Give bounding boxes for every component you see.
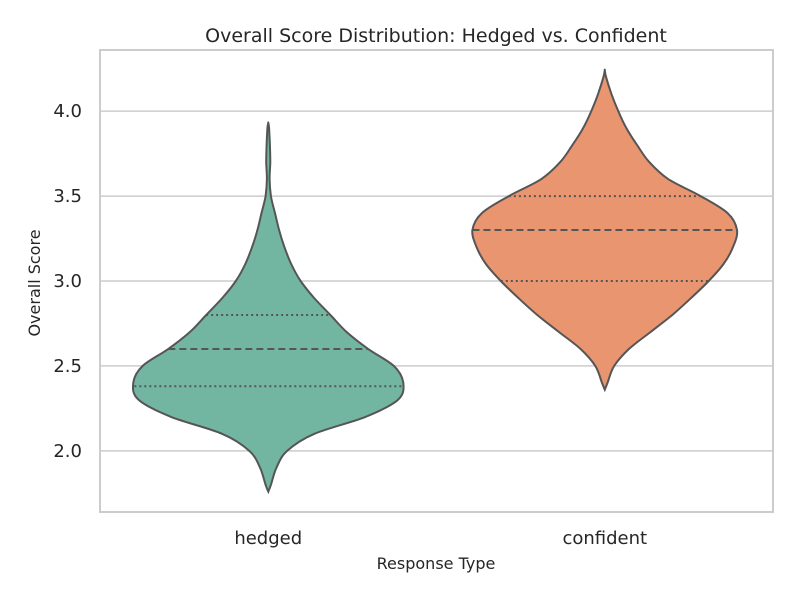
y-tick-label: 3.0 [53, 271, 82, 292]
y-tick-label: 2.5 [53, 356, 82, 377]
y-tick-label: 2.0 [53, 441, 82, 462]
violins [131, 68, 739, 495]
x-tick-labels: hedged confident [234, 528, 647, 549]
chart-title: Overall Score Distribution: Hedged vs. C… [205, 25, 667, 47]
plot-frame [99, 49, 774, 513]
y-tick-label: 3.5 [53, 186, 82, 207]
x-tick-label-hedged: hedged [234, 528, 302, 549]
y-axis-label: Overall Score [25, 229, 44, 336]
y-tick-labels: 2.0 2.5 3.0 3.5 4.0 [53, 101, 82, 462]
violin-hedged [131, 121, 405, 495]
y-tick-label: 4.0 [53, 101, 82, 122]
x-axis-label: Response Type [377, 554, 496, 573]
x-tick-label-confident: confident [562, 528, 647, 549]
